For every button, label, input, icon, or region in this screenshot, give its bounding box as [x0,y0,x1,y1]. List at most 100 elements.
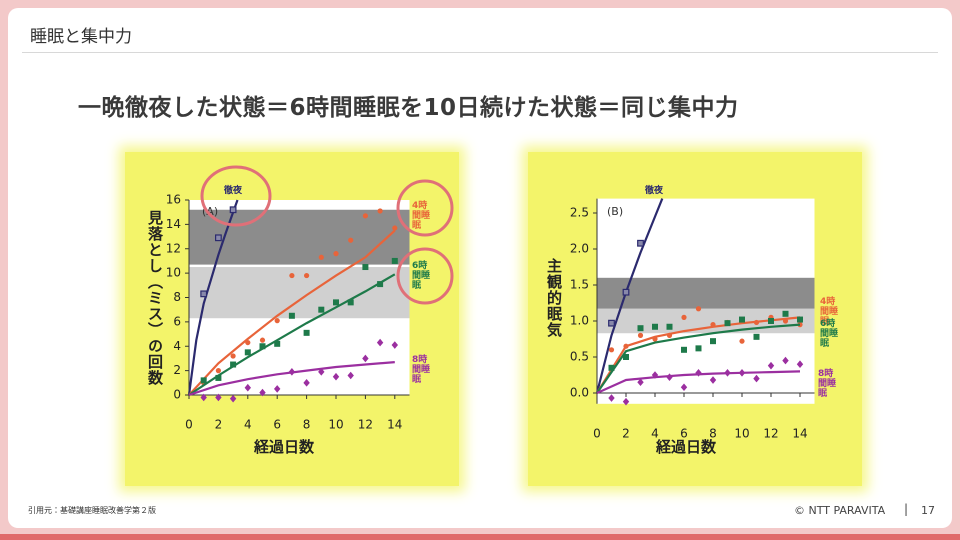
data-point [274,318,280,324]
data-point [289,272,295,279]
y-tick-label: 2.0 [570,242,589,256]
data-point [347,299,354,306]
y-axis-label: 主観的眠気 [545,258,563,338]
data-point [739,338,745,344]
y-tick-label: 0 [173,388,181,402]
data-point [666,323,673,330]
data-point [709,376,717,384]
y-tick-label: 4 [173,339,181,353]
series-label: 6時間睡眠 [820,319,839,349]
data-point [753,333,760,340]
data-point [710,322,716,328]
reference-band [597,277,815,309]
data-point [229,206,237,214]
y-tick-label: 16 [166,193,181,207]
y-tick-label: 6 [173,314,181,328]
data-point [200,290,208,298]
data-point [782,310,789,317]
data-point [215,234,222,242]
x-axis-label: 経過日数 [254,438,315,456]
data-point [637,378,644,386]
series-label: 4時間睡眠 [820,297,839,327]
data-point [608,364,615,371]
data-point [767,361,775,370]
x-tick-label: 6 [273,418,281,432]
fit-curve [596,316,801,394]
series-label: 徹夜 [224,186,243,196]
data-point [200,393,207,402]
data-point [244,349,251,356]
x-tick-label: 2 [215,418,223,432]
data-point [768,318,774,324]
header-title: 睡眠と集中力 [30,27,132,47]
data-point [230,353,236,359]
y-tick-label: 2 [173,363,181,377]
data-point [695,306,702,312]
data-point [797,316,803,323]
y-axis-label: 見落とし（ミス）の回数 [146,210,164,386]
data-point [652,336,658,342]
data-point [681,314,687,320]
x-tick-label: 6 [680,426,688,440]
data-point [288,312,295,319]
data-point [622,397,630,406]
data-point [623,354,629,360]
x-tick-label: 0 [185,418,193,432]
y-tick-label: 14 [166,217,181,231]
y-tick-label: 1.5 [570,278,589,292]
data-point [215,368,221,374]
series-label: 6時間睡眠 [412,261,431,291]
x-tick-label: 12 [763,426,778,440]
data-point [782,318,789,324]
fit-curve [595,198,664,394]
data-point [348,237,354,243]
data-point [710,338,716,345]
data-point [796,360,804,368]
x-tick-label: 10 [734,426,749,440]
data-point [362,213,368,219]
data-point [200,377,207,384]
series-label: 4時間睡眠 [412,201,431,231]
data-point [608,319,615,327]
data-point [623,343,629,349]
x-axis-label: 経過日数 [656,438,717,456]
data-point [215,374,222,381]
y-tick-label: 0.5 [570,350,589,364]
highlight-circle [396,179,454,237]
data-point [666,373,673,381]
data-point [681,346,687,353]
data-point [695,345,702,352]
data-point [229,394,237,403]
headline: 一晩徹夜した状態＝6時間睡眠を10日続けた状態＝同じ集中力 [78,95,739,121]
x-tick-label: 14 [387,418,402,432]
data-point [376,338,384,347]
data-point [608,347,615,353]
data-point [318,254,324,260]
data-point [230,361,237,368]
data-point [259,343,266,350]
data-point [215,393,222,402]
x-tick-label: 8 [709,426,717,440]
data-point [274,385,281,393]
series-label: 8時間睡眠 [818,369,837,399]
data-point [724,320,731,327]
data-point [738,369,746,377]
data-point [274,340,281,347]
data-point [637,325,644,332]
data-point [303,329,310,336]
data-point [288,368,296,376]
series-label: 徹夜 [645,186,664,196]
highlight-circle [200,165,272,227]
panel-label: (B) [607,205,623,218]
data-point [739,316,745,323]
data-point [332,372,340,381]
reference-band [189,209,410,265]
y-tick-label: 10 [166,266,181,280]
y-tick-label: 8 [173,290,181,304]
footer-separator: | [904,502,909,516]
reference-band [597,308,815,334]
data-point [259,388,266,397]
data-point [392,225,398,231]
data-point [753,374,760,383]
